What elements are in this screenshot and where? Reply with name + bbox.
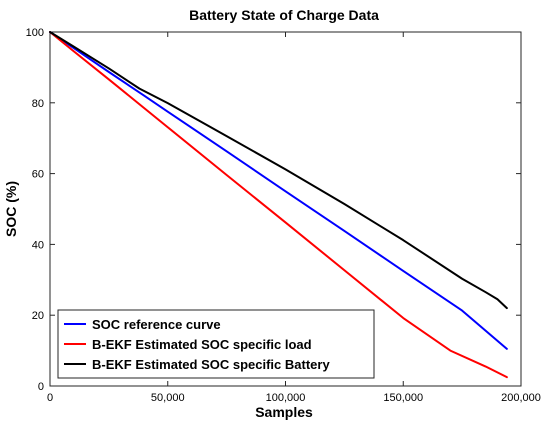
legend: SOC reference curve B-EKF Estimated SOC s…	[57, 309, 375, 379]
series-line-2	[49, 31, 508, 379]
y-tick-label: 100	[26, 27, 44, 39]
x-tick-label: 0	[47, 392, 53, 404]
legend-label-1: SOC reference curve	[92, 317, 221, 332]
y-tick-label: 60	[32, 169, 44, 181]
chart-title: Battery State of Charge Data	[189, 7, 379, 23]
series-line-1	[49, 31, 508, 350]
x-tick-label: 100,000	[266, 392, 306, 404]
x-tick-label: 150,000	[383, 392, 423, 404]
y-tick-label: 40	[32, 239, 44, 251]
x-tick-label: 200,000	[501, 392, 541, 404]
series-line-3	[49, 31, 508, 310]
y-tick-label: 20	[32, 310, 44, 322]
x-axis-label: Samples	[255, 404, 313, 420]
legend-label-3: B-EKF Estimated SOC specific Battery	[92, 357, 330, 372]
legend-box	[57, 309, 375, 379]
y-tick-label: 0	[38, 381, 44, 393]
x-tick-label: 50,000	[151, 392, 185, 404]
y-tick-label: 80	[32, 98, 44, 110]
legend-label-2: B-EKF Estimated SOC specific load	[92, 337, 312, 352]
y-axis-label: SOC (%)	[3, 181, 19, 237]
